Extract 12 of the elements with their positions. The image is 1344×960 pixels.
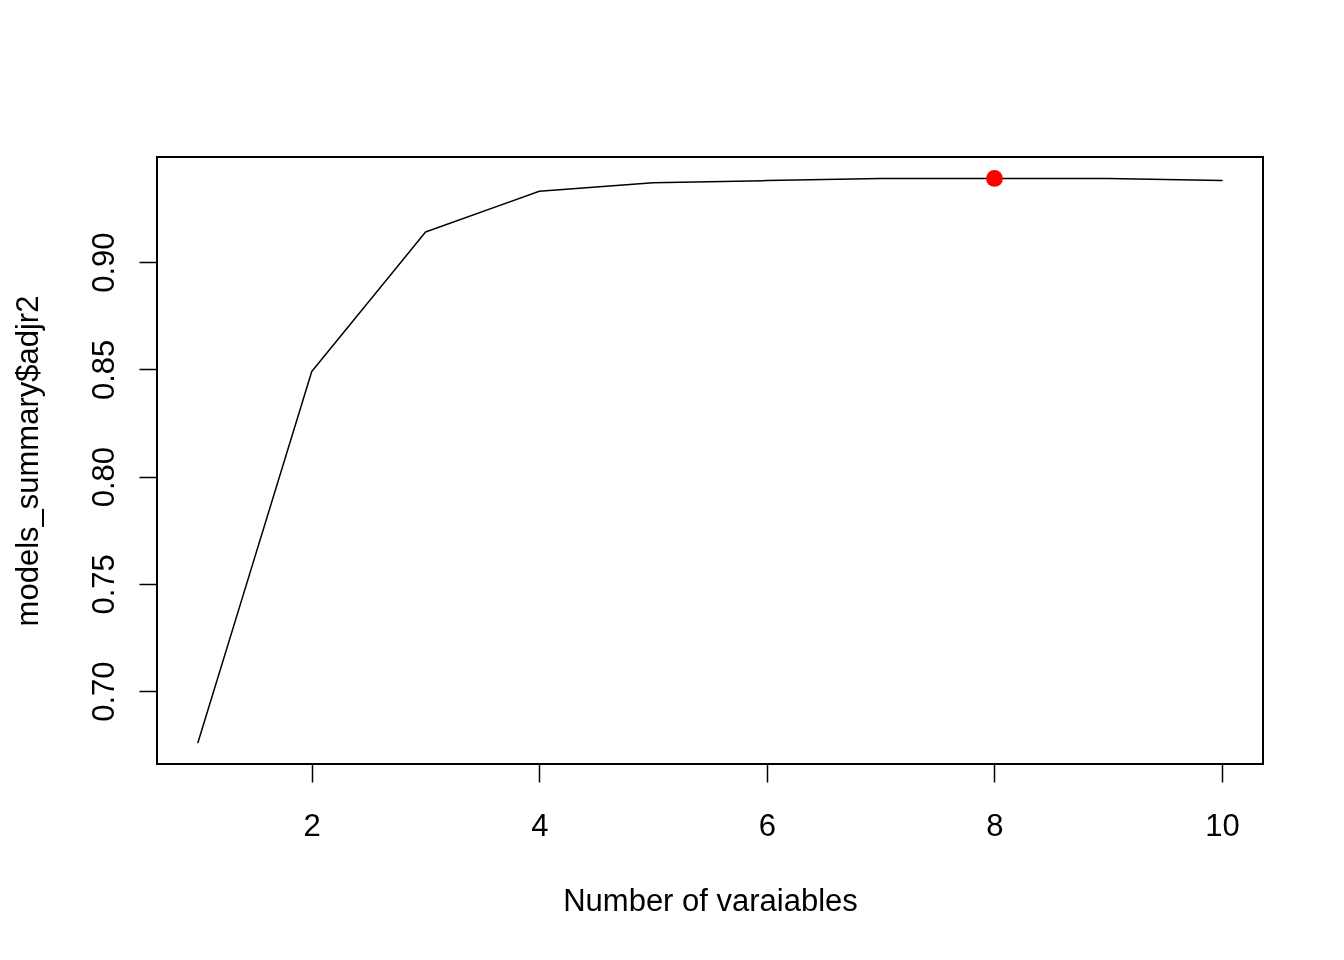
x-tick-label: 4	[531, 807, 549, 843]
y-axis-title: models_summary$adjr2	[9, 295, 45, 627]
y-tick-label: 0.80	[86, 446, 121, 508]
x-tick-label: 8	[986, 807, 1004, 843]
y-tick-label: 0.70	[86, 661, 121, 722]
y-tick-label: 0.85	[86, 339, 121, 401]
x-axis-title: Number of varaiables	[563, 882, 858, 918]
x-tick-label: 2	[303, 807, 321, 843]
y-tick-label: 0.90	[86, 232, 121, 293]
x-tick-label: 10	[1205, 807, 1240, 843]
y-tick-label: 0.75	[86, 554, 121, 615]
x-tick-label: 6	[758, 807, 777, 843]
